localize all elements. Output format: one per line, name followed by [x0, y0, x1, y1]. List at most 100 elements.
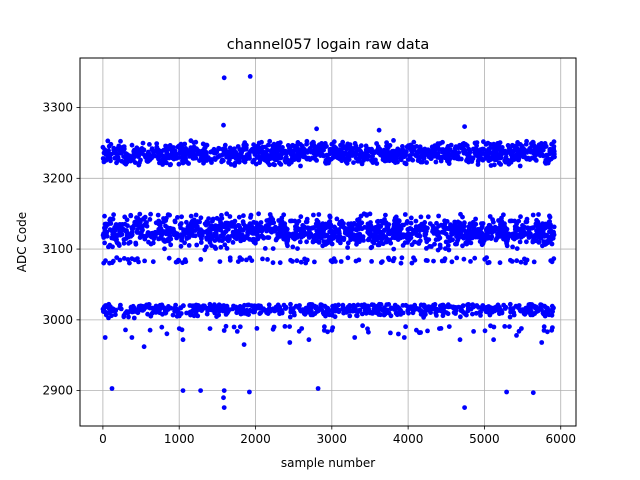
data-point [531, 259, 537, 265]
outlier-point [180, 388, 186, 393]
data-point [460, 243, 465, 249]
data-point [113, 312, 118, 318]
data-point [175, 215, 180, 220]
data-point [357, 231, 363, 237]
data-point [144, 223, 150, 229]
data-point [551, 144, 557, 149]
data-point [543, 143, 549, 149]
data-point [218, 244, 224, 250]
data-point [351, 160, 356, 166]
data-point [446, 324, 452, 329]
data-point [548, 223, 553, 229]
data-point [510, 244, 515, 250]
data-point [329, 241, 335, 247]
data-point [168, 242, 174, 248]
data-point [216, 312, 222, 318]
data-point [498, 155, 504, 161]
data-point [261, 235, 267, 241]
data-point [551, 256, 557, 262]
data-point [179, 327, 185, 333]
data-point [246, 312, 252, 317]
outlier-point [457, 337, 463, 343]
data-point [334, 216, 340, 222]
data-point [366, 153, 372, 159]
data-point [540, 147, 546, 153]
data-point [266, 142, 271, 148]
data-point [455, 236, 461, 242]
outlier-point [241, 342, 247, 347]
axis-ticks: 0 1000 2000 3000 4000 5000 6000 2900 3000 3100 320… [42, 101, 576, 446]
data-point [193, 139, 199, 145]
data-point [141, 147, 147, 153]
outlier-point [462, 405, 467, 410]
data-point [426, 237, 432, 243]
data-point [502, 324, 508, 329]
data-point [290, 244, 296, 250]
data-point [336, 307, 342, 313]
data-point [468, 240, 474, 246]
data-point [166, 255, 172, 261]
data-point [466, 302, 472, 308]
data-point [450, 237, 455, 243]
data-point [219, 215, 225, 221]
data-point [361, 238, 366, 243]
data-point [147, 327, 153, 333]
data-point [453, 308, 459, 314]
data-point [159, 324, 165, 330]
data-point [279, 310, 285, 316]
data-point [445, 243, 451, 248]
data-point [524, 216, 530, 222]
data-point [462, 220, 467, 226]
data-point [403, 324, 408, 330]
data-point [186, 161, 192, 166]
data-point [193, 212, 199, 218]
data-point [338, 240, 343, 246]
data-point [432, 241, 437, 247]
data-point [106, 148, 111, 154]
data-point [468, 259, 473, 264]
data-point [193, 233, 198, 239]
data-point [328, 223, 334, 229]
data-point [236, 159, 242, 165]
data-point [438, 326, 444, 331]
data-point [444, 219, 450, 224]
data-point [504, 243, 510, 249]
y-tick-label: 2900 [42, 384, 73, 398]
data-point [402, 212, 408, 217]
data-point [123, 327, 128, 333]
data-point [236, 214, 242, 220]
data-point [312, 259, 317, 265]
data-point [142, 258, 148, 264]
data-point [331, 139, 337, 145]
data-point [304, 138, 310, 144]
data-point [116, 243, 122, 249]
data-point [210, 216, 216, 222]
data-point [470, 156, 476, 162]
data-point [418, 330, 423, 335]
data-point [284, 226, 290, 232]
data-point [150, 259, 156, 265]
data-point [176, 161, 182, 167]
data-point [388, 240, 394, 246]
data-point [253, 240, 258, 246]
data-point [341, 235, 347, 241]
data-point [117, 257, 123, 263]
data-point [299, 326, 305, 331]
data-point [447, 156, 453, 162]
data-point [345, 245, 350, 250]
data-point [136, 259, 141, 265]
data-point [220, 158, 226, 164]
data-point [131, 315, 137, 321]
data-point [464, 312, 469, 318]
data-point [207, 230, 213, 235]
data-point [383, 212, 388, 218]
data-point [497, 140, 503, 146]
data-point [168, 162, 174, 167]
data-point [302, 230, 308, 236]
x-tick-label: 6000 [545, 432, 576, 446]
data-point [413, 218, 419, 224]
y-tick-label: 3000 [42, 313, 73, 327]
data-point [108, 221, 114, 226]
data-point [140, 140, 146, 146]
data-point [440, 139, 445, 145]
